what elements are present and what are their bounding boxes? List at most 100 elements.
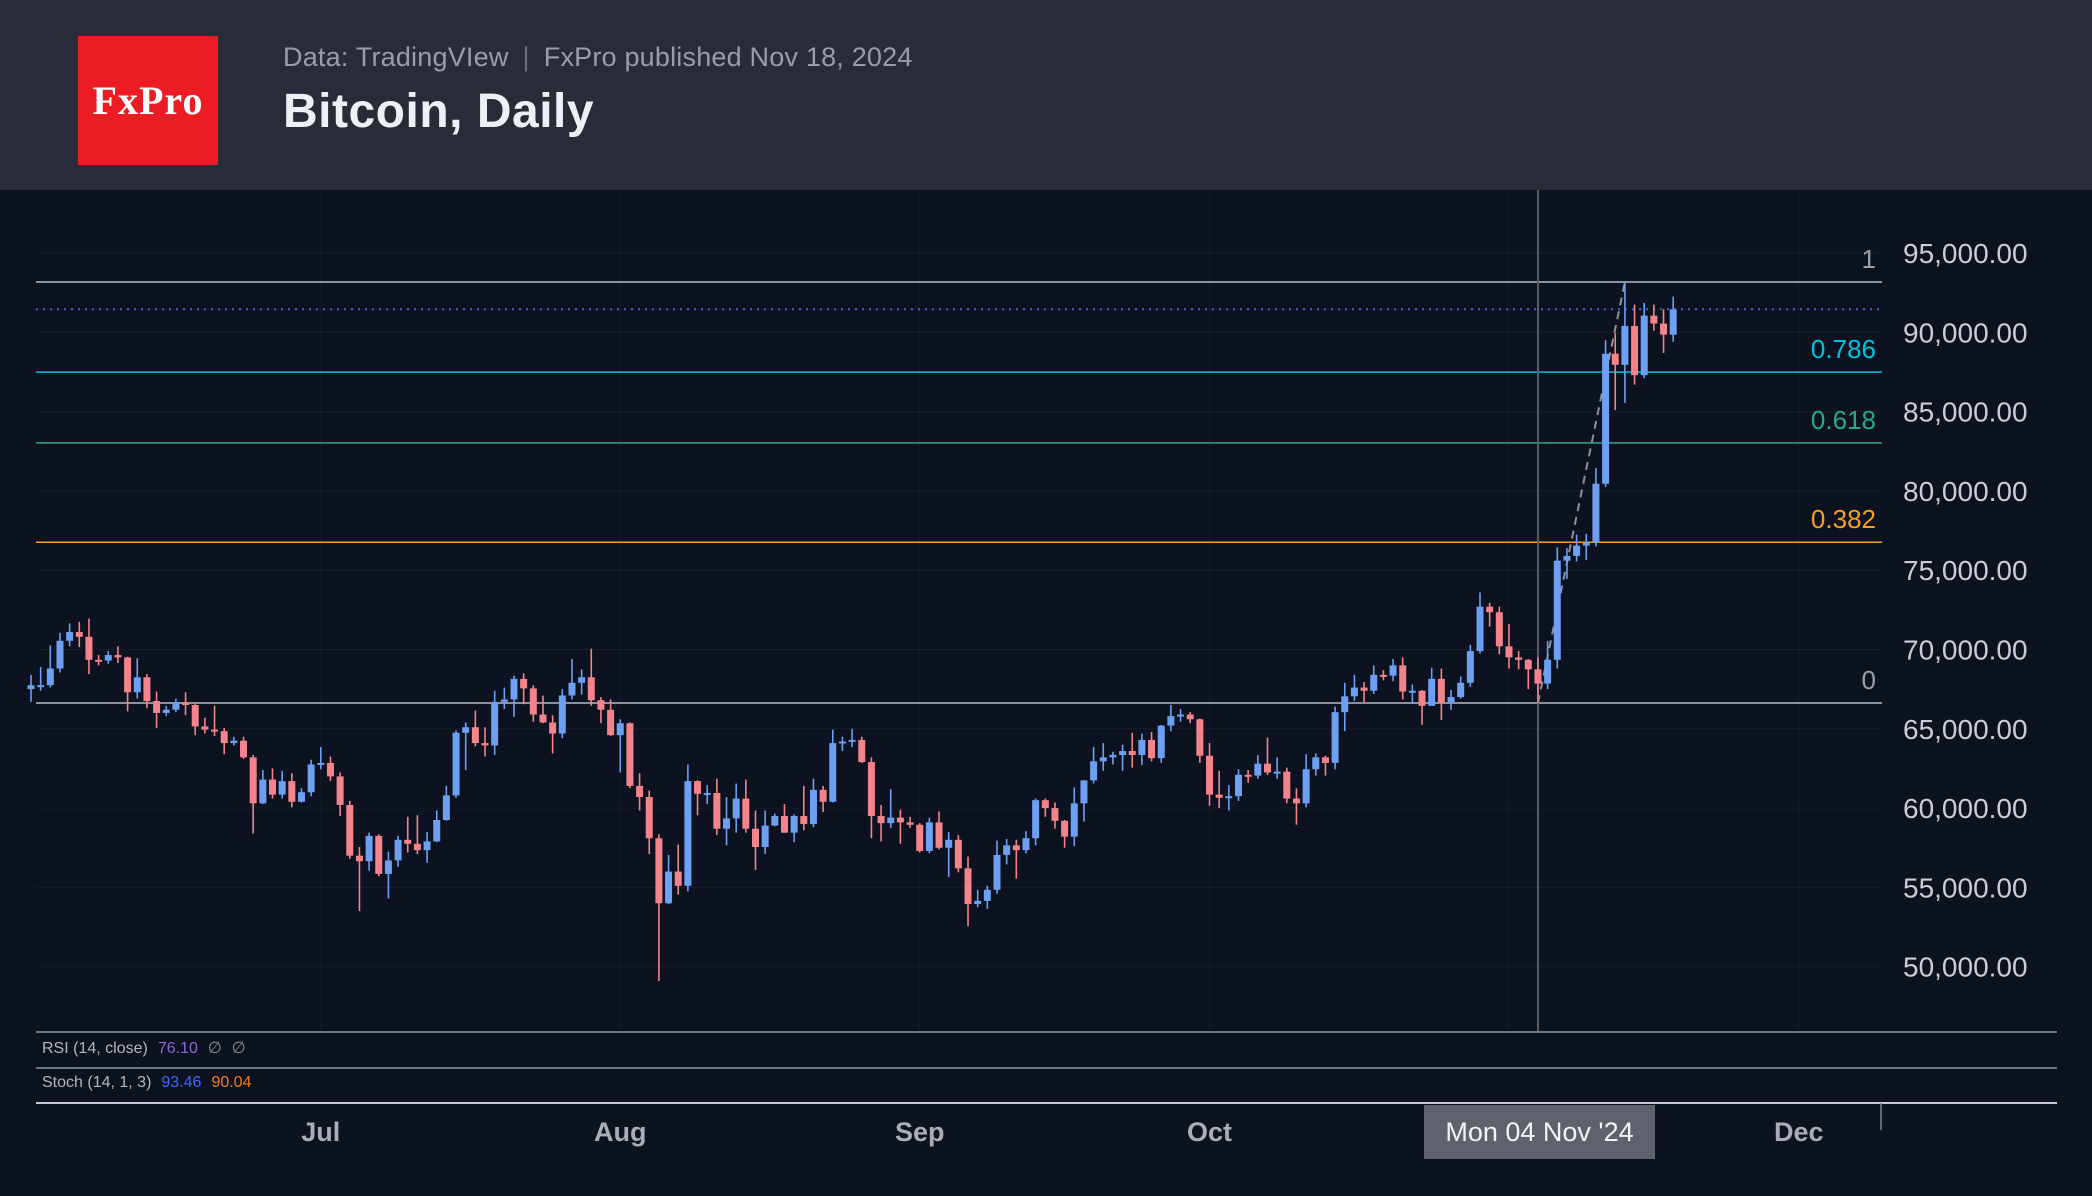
fib-trend-line[interactable]: [1536, 281, 1626, 704]
candle-down: [269, 779, 276, 795]
month-tick-label[interactable]: Aug: [594, 1117, 646, 1147]
indicator-value: ∅: [207, 1040, 222, 1057]
candle-down: [1148, 739, 1156, 759]
candle-down: [211, 729, 219, 732]
candle-down: [954, 839, 962, 869]
header: FxPro Data: TradingVIew | FxPro published …: [0, 0, 2092, 190]
candle-up: [684, 781, 692, 886]
candle-up: [452, 732, 460, 796]
candle-down: [520, 678, 528, 689]
candle-down: [906, 822, 914, 825]
candle-up: [27, 685, 35, 690]
candle-down: [355, 855, 363, 862]
candle-down: [780, 816, 788, 833]
indicator-row-rsi[interactable]: RSI (14, close) 76.10 ∅ ∅: [42, 1038, 246, 1062]
candle-down: [626, 723, 634, 786]
candle-down: [1012, 845, 1020, 851]
indicator-value: 93.46: [161, 1074, 202, 1091]
candle-down: [655, 838, 663, 904]
indicator-value: 90.04: [211, 1074, 252, 1091]
candle-up: [500, 699, 508, 702]
price-axis-labels: 95,000.00 90,000.00 85,000.00 80,000.00 75,0…: [1903, 238, 2028, 983]
candle-down: [336, 776, 344, 805]
fib-level-label: 0: [1862, 665, 1876, 695]
candle-down: [1650, 315, 1658, 324]
candle-up: [384, 860, 392, 874]
published-label: FxPro published Nov 18, 2024: [543, 42, 913, 72]
price-tick-label: 95,000.00: [1903, 238, 2028, 269]
candle-down: [220, 731, 228, 744]
candle-up: [297, 792, 305, 802]
candle-down: [819, 789, 827, 802]
candle-down: [713, 793, 721, 829]
candle-down: [935, 822, 943, 848]
candle-down: [1215, 794, 1223, 798]
price-tick-label: 75,000.00: [1903, 555, 2028, 586]
candle-up: [1032, 800, 1040, 839]
candle-down: [1611, 353, 1619, 365]
month-tick-label[interactable]: Oct: [1187, 1117, 1232, 1147]
candle-up: [1476, 606, 1484, 652]
candle-down: [597, 700, 605, 710]
candle-up: [1370, 674, 1378, 691]
candle-down: [539, 714, 547, 723]
price-tick-label: 70,000.00: [1903, 635, 2028, 666]
selected-date-label[interactable]: Mon 04 Nov '24: [1424, 1105, 1655, 1159]
candle-up: [1070, 803, 1078, 837]
candle-up: [838, 741, 846, 744]
candle-up: [1447, 697, 1455, 703]
candle-down: [182, 702, 190, 706]
candle-down: [191, 705, 199, 727]
month-tick-label[interactable]: Dec: [1774, 1117, 1824, 1147]
price-tick-label: 55,000.00: [1903, 872, 2028, 903]
candle-up: [1582, 542, 1590, 546]
candle-up: [1225, 796, 1233, 799]
candle-down: [964, 868, 972, 905]
candle-down: [1534, 669, 1542, 684]
candle-up: [1312, 757, 1320, 770]
indicator-row-stoch[interactable]: Stoch (14, 1, 3) 93.46 90.04: [42, 1074, 251, 1098]
candle-down: [95, 659, 103, 662]
candle-up: [394, 839, 402, 861]
candle-up: [1341, 696, 1349, 713]
candlesticks: [27, 282, 1677, 981]
candle-down: [858, 739, 866, 763]
candle-down: [694, 781, 702, 794]
candle-up: [230, 740, 238, 744]
month-tick-label[interactable]: Jul: [301, 1117, 340, 1147]
rsi-label: RSI (14, close): [42, 1040, 148, 1057]
candle-up: [442, 795, 450, 820]
candle-up: [66, 632, 74, 641]
candle-down: [1486, 606, 1494, 613]
candle-up: [307, 764, 315, 793]
candle-down: [1321, 757, 1329, 763]
fib-level-label: 0.618: [1811, 405, 1876, 435]
month-tick-label[interactable]: Sep: [895, 1117, 945, 1147]
price-tick-label: 90,000.00: [1903, 317, 2028, 348]
candle-up: [809, 789, 817, 824]
candle-up: [616, 723, 624, 736]
candle-up: [1022, 838, 1030, 851]
candle-up: [317, 762, 325, 765]
fibonacci-levels: 1 0.786 0.618 0.382 0: [36, 244, 1882, 705]
candle-up: [1167, 716, 1175, 726]
candle-up: [1544, 659, 1552, 684]
subtitle-separator: |: [522, 42, 530, 72]
candle-down: [114, 655, 122, 658]
chart-title: Bitcoin, Daily: [283, 85, 595, 138]
candle-up: [1090, 761, 1098, 781]
candle-up: [1466, 651, 1474, 683]
candle-down: [1495, 612, 1503, 647]
candle-up: [172, 702, 180, 710]
candle-up: [1457, 682, 1465, 698]
candle-down: [752, 828, 759, 847]
candle-up: [1138, 739, 1146, 755]
candle-up: [462, 727, 470, 733]
candle-up: [1573, 545, 1581, 556]
candle-up: [1157, 725, 1165, 759]
candle-up: [365, 835, 373, 862]
candle-down: [481, 743, 489, 746]
candle-up: [37, 685, 45, 688]
candle-down: [587, 677, 595, 701]
